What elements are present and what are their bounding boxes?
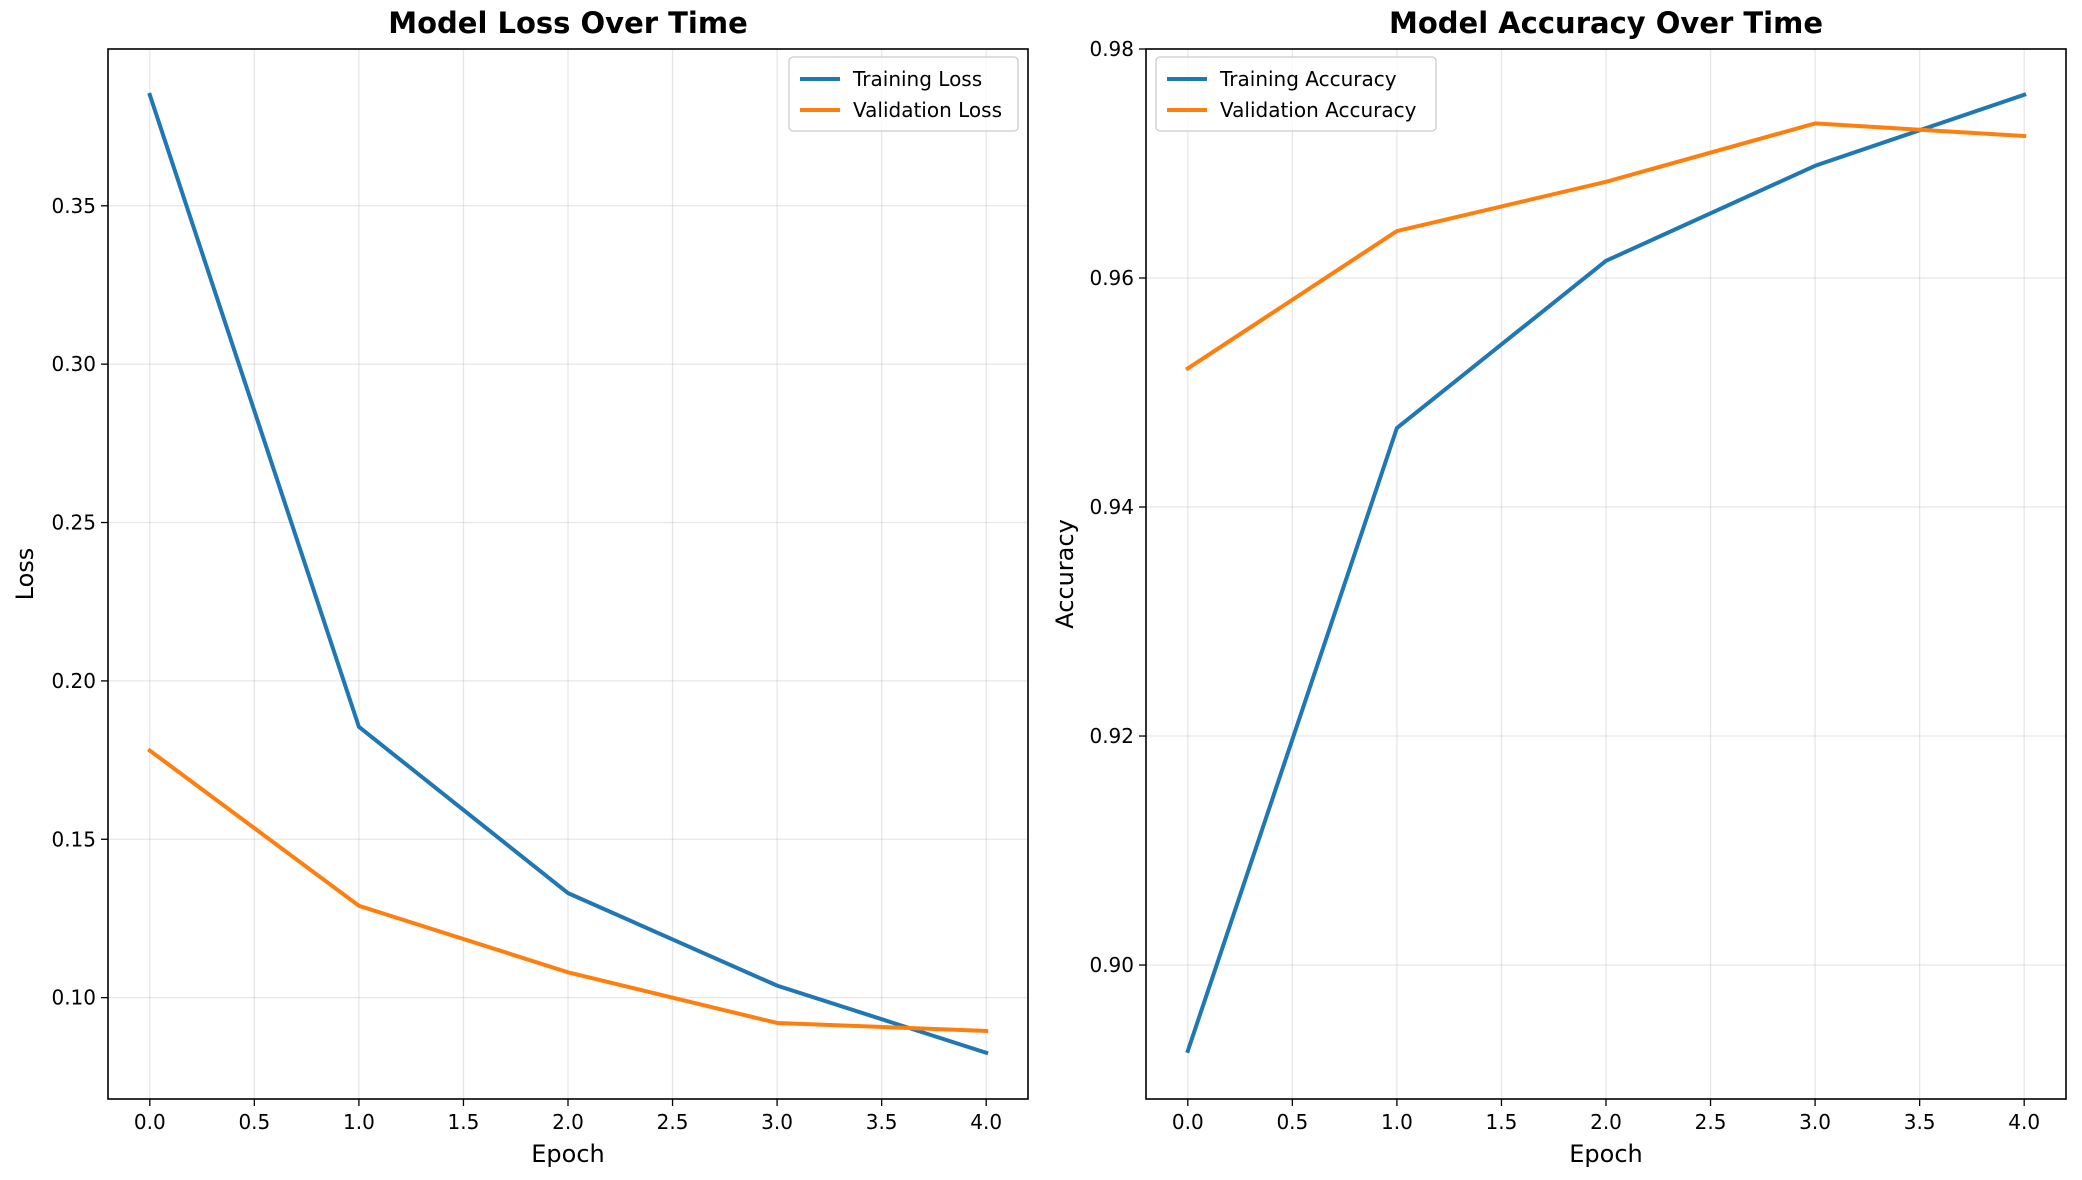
x-tick-label: 2.5 xyxy=(1695,1110,1727,1134)
x-tick-label: 4.0 xyxy=(970,1110,1002,1134)
x-tick-label: 3.0 xyxy=(1799,1110,1831,1134)
legend: Training Accuracy Validation Accuracy xyxy=(1155,56,1437,132)
y-tick-label: 0.10 xyxy=(51,986,96,1010)
y-tick-label: 0.20 xyxy=(51,669,96,693)
x-tick-label: 0.0 xyxy=(134,1110,166,1134)
y-tick-label: 0.30 xyxy=(51,352,96,376)
x-axis-label: Epoch xyxy=(531,1140,605,1168)
x-tick-label: 1.5 xyxy=(448,1110,480,1134)
series-line-validation-accuracy xyxy=(1185,121,2027,372)
y-tick-label: 0.15 xyxy=(51,827,96,851)
accuracy-chart-panel: Model Accuracy Over Time Epoch Accuracy … xyxy=(1051,6,2067,1168)
y-tick-label: 0.90 xyxy=(1089,953,1134,977)
x-tick-label: 3.5 xyxy=(866,1110,898,1134)
y-tick-label: 0.35 xyxy=(51,194,96,218)
y-tick-label: 0.98 xyxy=(1089,37,1134,61)
x-tick-label: 0.5 xyxy=(1276,1110,1308,1134)
x-tick-label: 1.0 xyxy=(1381,1110,1413,1134)
legend: Training Loss Validation Loss xyxy=(788,56,1019,132)
legend-box xyxy=(788,56,1019,132)
x-tick-label: 1.5 xyxy=(1486,1110,1518,1134)
series-line-training-loss xyxy=(147,92,989,1056)
x-tick-label: 3.0 xyxy=(761,1110,793,1134)
legend-label: Training Accuracy xyxy=(1219,67,1397,91)
legend-box xyxy=(1155,56,1437,132)
x-tick-label: 3.5 xyxy=(1904,1110,1936,1134)
grid xyxy=(108,49,1028,1099)
x-tick-label: 0.0 xyxy=(1172,1110,1204,1134)
chart-title: Model Accuracy Over Time xyxy=(1389,6,1823,40)
x-tick-label: 2.5 xyxy=(657,1110,689,1134)
y-tick-label: 0.94 xyxy=(1089,495,1134,519)
grid xyxy=(1146,48,2066,1099)
chart-title: Model Loss Over Time xyxy=(388,6,748,40)
series-group xyxy=(147,92,989,1056)
x-tick-label: 2.0 xyxy=(552,1110,584,1134)
y-tick-label: 0.25 xyxy=(51,511,96,535)
series-line-training-accuracy xyxy=(1185,92,2027,1054)
y-axis-ticks: 0.10 0.15 0.20 0.25 0.30 0.35 xyxy=(51,194,108,1010)
x-axis-ticks: 0.0 0.5 1.0 1.5 2.0 2.5 3.0 3.5 4.0 xyxy=(134,1099,1002,1134)
y-tick-label: 0.96 xyxy=(1089,266,1134,290)
x-tick-label: 2.0 xyxy=(1590,1110,1622,1134)
y-axis-ticks: 0.90 0.92 0.94 0.96 0.98 xyxy=(1089,37,1146,977)
y-axis-label: Accuracy xyxy=(1051,519,1079,629)
x-axis-ticks: 0.0 0.5 1.0 1.5 2.0 2.5 3.0 3.5 4.0 xyxy=(1172,1099,2040,1134)
x-tick-label: 0.5 xyxy=(238,1110,270,1134)
series-line-validation-loss xyxy=(147,747,989,1033)
x-tick-label: 1.0 xyxy=(343,1110,375,1134)
y-tick-label: 0.92 xyxy=(1089,724,1134,748)
y-axis-label: Loss xyxy=(11,548,39,601)
x-axis-label: Epoch xyxy=(1569,1140,1643,1168)
x-tick-label: 4.0 xyxy=(2008,1110,2040,1134)
series-group xyxy=(1185,92,2027,1054)
legend-label: Training Loss xyxy=(852,67,982,91)
legend-label: Validation Loss xyxy=(853,98,1002,122)
loss-chart-panel: Model Loss Over Time Epoch Loss 0.0 0.5 1.… xyxy=(11,6,1029,1168)
legend-label: Validation Accuracy xyxy=(1220,98,1417,122)
